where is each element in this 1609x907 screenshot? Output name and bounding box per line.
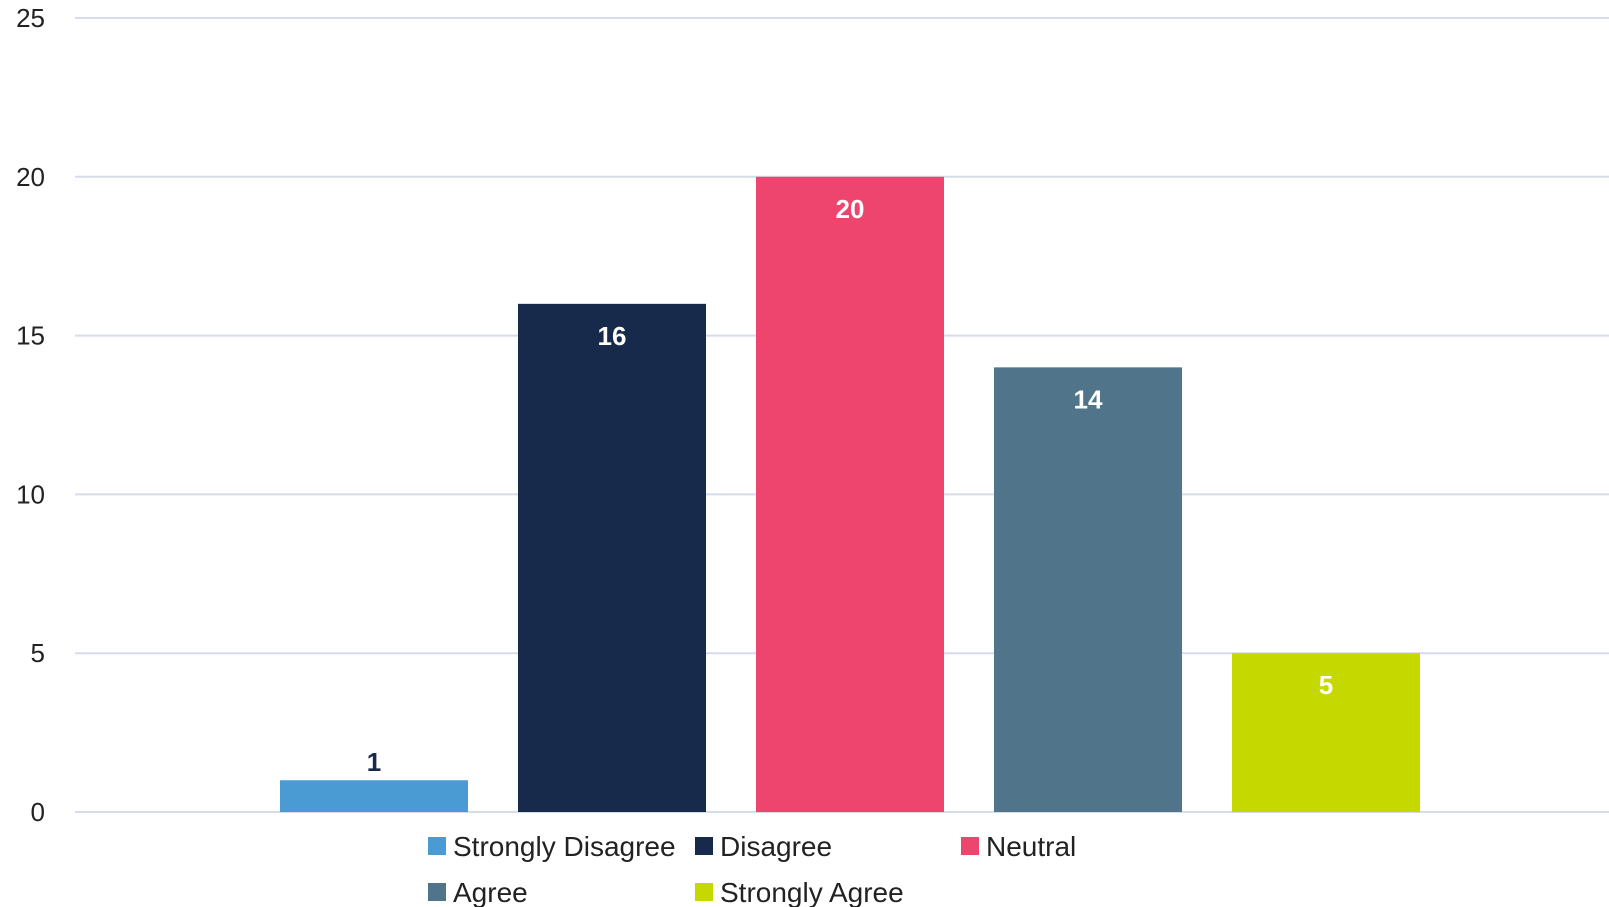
y-tick-label-20: 20 bbox=[16, 162, 45, 192]
bar-neutral bbox=[756, 176, 944, 813]
y-tick-label-5: 5 bbox=[31, 638, 45, 668]
legend-label-strongly-disagree: Strongly Disagree bbox=[453, 831, 676, 862]
legend-label-neutral: Neutral bbox=[986, 831, 1076, 862]
bar-strongly-agree bbox=[1232, 653, 1420, 812]
legend-swatch-strongly-disagree bbox=[428, 837, 446, 855]
legend-label-agree: Agree bbox=[453, 877, 528, 907]
y-tick-label-25: 25 bbox=[16, 3, 45, 33]
data-label-disagree: 16 bbox=[598, 321, 627, 351]
legend: Strongly Disagree Disagree Neutral Agree Str… bbox=[428, 831, 1076, 907]
bar-strongly-disagree bbox=[280, 780, 468, 812]
legend-label-disagree: Disagree bbox=[720, 831, 832, 862]
data-label-strongly-disagree: 1 bbox=[367, 747, 381, 777]
data-label-neutral: 20 bbox=[836, 194, 865, 224]
data-label-agree: 14 bbox=[1074, 384, 1103, 414]
bars bbox=[280, 176, 1420, 813]
legend-swatch-agree bbox=[428, 883, 446, 901]
y-axis-tick-labels: 0 5 10 15 20 25 bbox=[16, 3, 45, 827]
legend-swatch-strongly-agree bbox=[695, 883, 713, 901]
legend-swatch-neutral bbox=[961, 837, 979, 855]
y-tick-label-10: 10 bbox=[16, 479, 45, 509]
data-label-strongly-agree: 5 bbox=[1319, 670, 1333, 700]
bar-disagree bbox=[518, 303, 706, 812]
y-tick-label-0: 0 bbox=[31, 797, 45, 827]
data-labels: 1 16 20 14 5 bbox=[367, 194, 1333, 777]
legend-label-strongly-agree: Strongly Agree bbox=[720, 877, 904, 907]
legend-swatch-disagree bbox=[695, 837, 713, 855]
bar-agree bbox=[994, 367, 1182, 812]
y-tick-label-15: 15 bbox=[16, 321, 45, 351]
